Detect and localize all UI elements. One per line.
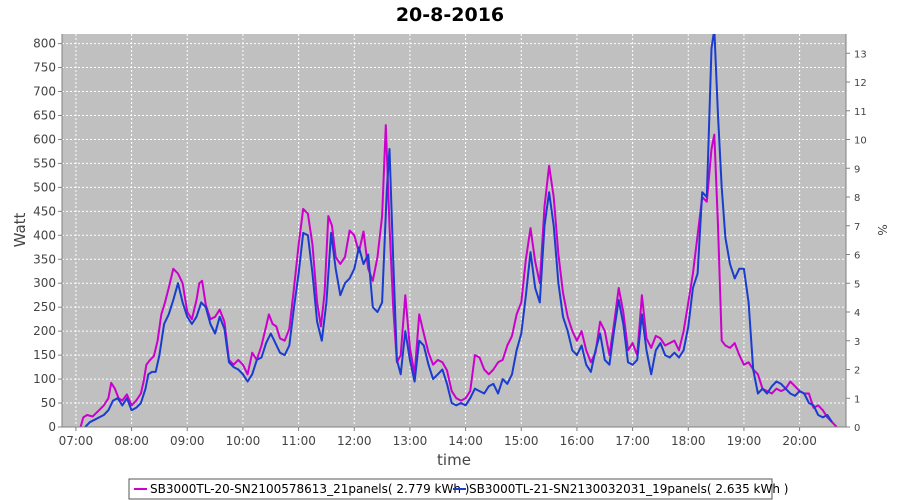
y-tick-label: 250	[33, 300, 56, 314]
y-tick-label: 600	[33, 132, 56, 146]
y-tick-label: 350	[33, 252, 56, 266]
x-tick-label: 14:00	[448, 434, 483, 448]
y-tick-label: 150	[33, 348, 56, 362]
y2-axis-label: %	[875, 224, 889, 235]
y-tick-label: 700	[33, 85, 56, 99]
y2-tick-label: 11	[854, 107, 867, 118]
y2-tick-label: 1	[854, 394, 860, 405]
y-tick-label: 0	[48, 420, 56, 434]
x-tick-label: 16:00	[560, 434, 595, 448]
x-tick-label: 18:00	[671, 434, 706, 448]
y2-tick-label: 7	[854, 222, 860, 233]
x-tick-label: 10:00	[226, 434, 261, 448]
plot-area	[62, 34, 846, 427]
x-tick-label: 20:00	[782, 434, 817, 448]
series-lines	[79, 34, 838, 427]
y2-tick-label: 10	[854, 136, 867, 147]
chart-title: 20-8-2016	[396, 4, 504, 26]
x-axis-label: time	[437, 451, 471, 469]
x-axis-ticks: 07:00 08:00 09:00 10:00 11:00 12:00 13:00 14:00…	[59, 427, 817, 448]
y2-tick-label: 8	[854, 193, 860, 204]
y2-tick-label: 4	[854, 308, 860, 319]
y-tick-label: 500	[33, 180, 56, 194]
x-tick-label: 15:00	[504, 434, 539, 448]
legend-box	[128, 478, 773, 500]
y2-tick-label: 12	[854, 78, 867, 89]
y-tick-label: 650	[33, 108, 56, 122]
y-tick-label: 450	[33, 204, 56, 218]
y2-tick-label: 5	[854, 279, 860, 290]
series-line-1	[79, 124, 838, 427]
y-tick-label: 800	[33, 37, 56, 51]
series-line-2	[84, 34, 833, 427]
y-tick-label: 100	[33, 372, 56, 386]
x-tick-label: 13:00	[393, 434, 428, 448]
y2-tick-label: 6	[854, 251, 860, 262]
y-tick-label: 750	[33, 61, 56, 75]
x-tick-label: 12:00	[337, 434, 372, 448]
legend: SB3000TL-20-SN2100578613_21panels( 2.779…	[128, 478, 788, 500]
x-tick-label: 08:00	[114, 434, 149, 448]
y2-tick-label: 0	[854, 423, 860, 434]
y-tick-label: 300	[33, 276, 56, 290]
y-tick-label: 550	[33, 156, 56, 170]
y-tick-label: 200	[33, 324, 56, 338]
x-tick-label: 19:00	[727, 434, 762, 448]
y2-tick-label: 9	[854, 164, 860, 175]
legend-item-2: SB3000TL-21-SN2130032031_19panels( 2.635…	[469, 482, 788, 496]
x-tick-label: 09:00	[170, 434, 205, 448]
x-tick-label: 11:00	[281, 434, 316, 448]
x-tick-label: 17:00	[615, 434, 650, 448]
legend-item-1: SB3000TL-20-SN2100578613_21panels( 2.779…	[150, 482, 469, 496]
y2-tick-label: 3	[854, 337, 860, 348]
y2-tick-label: 2	[854, 366, 860, 377]
y-axis-label: Watt	[11, 212, 29, 247]
y-tick-label: 400	[33, 228, 56, 242]
x-tick-label: 07:00	[59, 434, 94, 448]
y-tick-label: 50	[41, 396, 56, 410]
y2-tick-label: 13	[854, 49, 867, 60]
y-axis-ticks: 0 50 100 150 200 250 300 350 400 450 500 550 600 650 7…	[33, 37, 62, 434]
